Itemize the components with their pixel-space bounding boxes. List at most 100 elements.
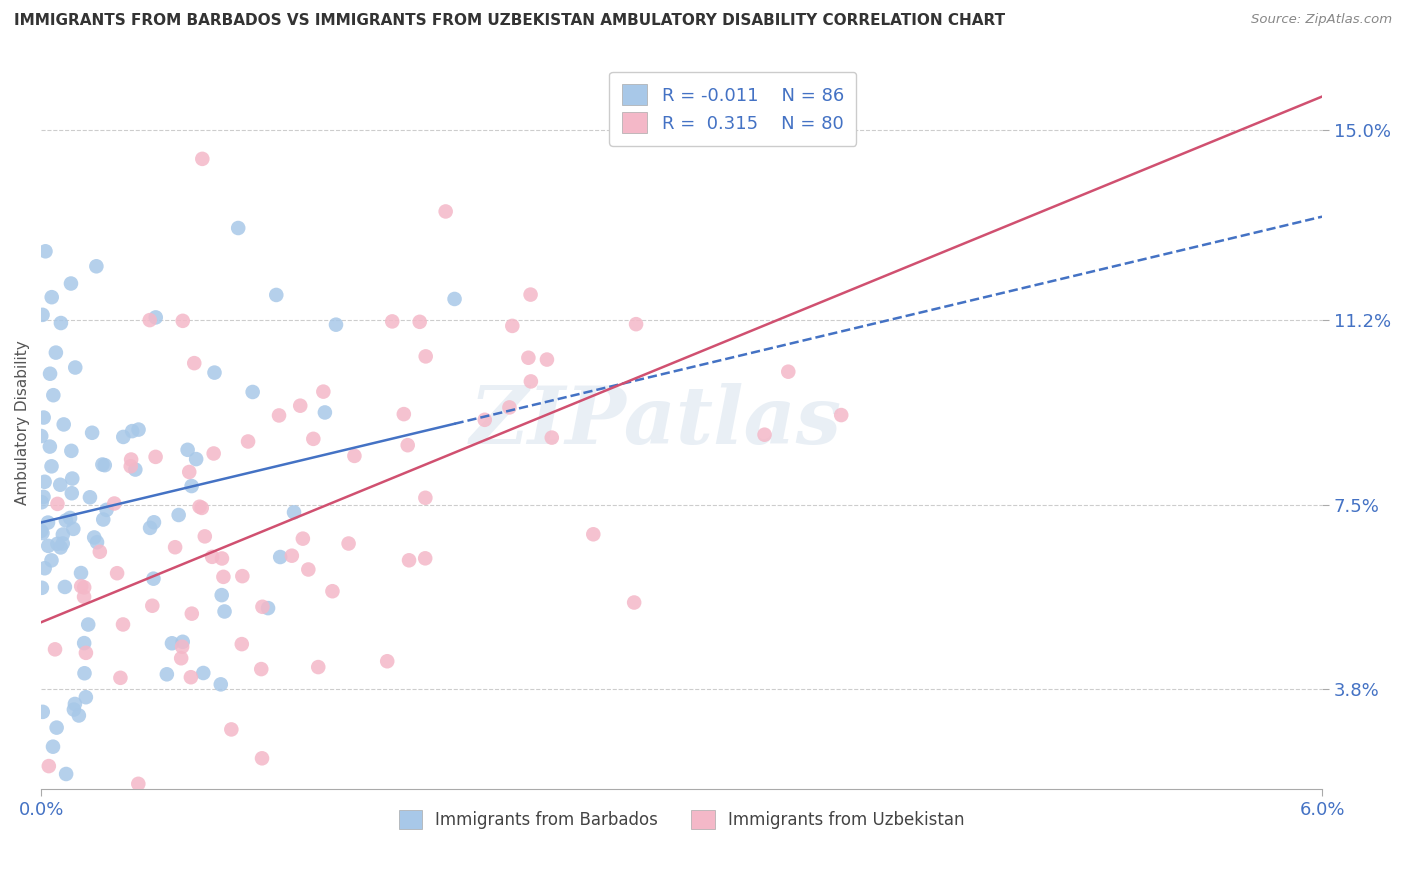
Point [172, 314, 194, 328]
Point [236, 434, 259, 449]
Point [180, 479, 202, 493]
Point [224, 847, 246, 861]
Point [59, 277, 82, 291]
Point [191, 152, 214, 166]
Point [242, 384, 264, 399]
Point [86, 535, 108, 549]
Point [536, 352, 558, 367]
Point [170, 651, 193, 665]
Point [46, 497, 69, 511]
Point [94, 458, 117, 472]
Point [120, 459, 142, 474]
Point [250, 751, 273, 765]
Point [778, 365, 800, 379]
Point [269, 549, 291, 564]
Point [70, 566, 93, 580]
Point [53, 580, 76, 594]
Point [89, 545, 111, 559]
Point [392, 407, 415, 421]
Point [201, 549, 224, 564]
Point [252, 599, 274, 614]
Point [30, 524, 52, 538]
Point [291, 532, 314, 546]
Point [443, 292, 465, 306]
Point [231, 637, 253, 651]
Point [103, 496, 125, 510]
Point [65, 360, 87, 375]
Point [824, 93, 846, 107]
Point [396, 438, 419, 452]
Point [624, 317, 647, 331]
Point [222, 816, 245, 830]
Point [221, 723, 243, 737]
Point [498, 401, 520, 415]
Point [31, 308, 53, 322]
Point [519, 287, 541, 301]
Point [398, 553, 420, 567]
Point [188, 500, 211, 514]
Point [60, 443, 83, 458]
Point [343, 449, 366, 463]
Point [321, 584, 343, 599]
Point [193, 665, 215, 680]
Point [409, 315, 432, 329]
Point [91, 512, 114, 526]
Point [204, 366, 226, 380]
Point [112, 430, 135, 444]
Point [82, 425, 104, 440]
Point [55, 767, 77, 781]
Point [45, 721, 67, 735]
Point [96, 503, 118, 517]
Point [49, 477, 72, 491]
Point [41, 553, 63, 567]
Point [540, 431, 562, 445]
Point [325, 318, 347, 332]
Point [60, 471, 83, 485]
Point [52, 527, 75, 541]
Point [110, 671, 132, 685]
Point [582, 527, 605, 541]
Point [139, 313, 162, 327]
Point [212, 570, 235, 584]
Point [434, 204, 457, 219]
Point [73, 666, 96, 681]
Point [75, 690, 97, 705]
Point [186, 452, 208, 467]
Point [42, 739, 65, 754]
Point [179, 465, 201, 479]
Point [413, 551, 436, 566]
Point [41, 290, 63, 304]
Point [415, 350, 437, 364]
Point [142, 572, 165, 586]
Point [297, 562, 319, 576]
Point [214, 605, 236, 619]
Point [381, 314, 404, 328]
Point [156, 667, 179, 681]
Point [209, 677, 232, 691]
Legend: Immigrants from Barbados, Immigrants from Uzbekistan: Immigrants from Barbados, Immigrants fro… [392, 804, 972, 836]
Point [31, 581, 53, 595]
Point [34, 561, 56, 575]
Point [160, 636, 183, 650]
Point [501, 318, 523, 333]
Point [45, 345, 67, 359]
Point [202, 446, 225, 460]
Point [73, 580, 96, 594]
Point [172, 635, 194, 649]
Point [283, 505, 305, 519]
Point [226, 221, 249, 235]
Point [337, 536, 360, 550]
Text: ZIPatlas: ZIPatlas [470, 384, 842, 461]
Point [62, 522, 84, 536]
Point [37, 539, 59, 553]
Point [32, 490, 55, 504]
Point [190, 500, 212, 515]
Point [307, 660, 329, 674]
Point [172, 640, 194, 654]
Point [86, 260, 108, 274]
Point [41, 459, 63, 474]
Point [77, 617, 100, 632]
Point [91, 458, 114, 472]
Point [38, 759, 60, 773]
Point [211, 551, 233, 566]
